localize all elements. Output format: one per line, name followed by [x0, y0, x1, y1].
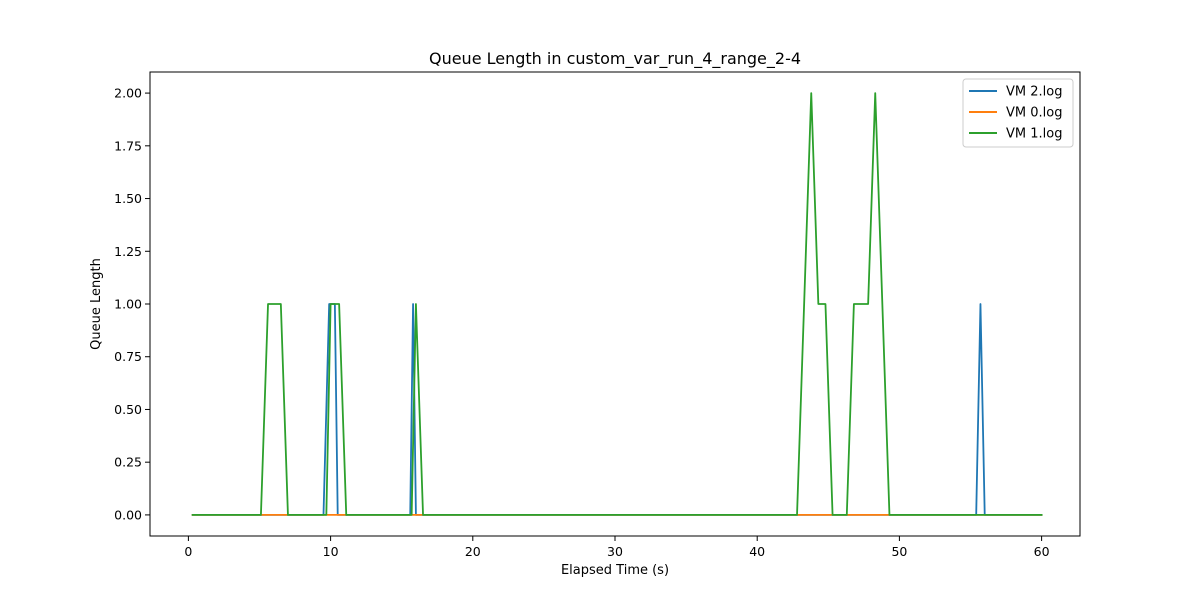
x-tick-label: 0: [184, 544, 192, 559]
x-tick-label: 10: [323, 544, 339, 559]
series-group: [191, 92, 1043, 516]
x-axis-ticks: 0 10 20 30 40 50 60: [184, 536, 1050, 559]
chart-title: Queue Length in custom_var_run_4_range_2…: [429, 49, 801, 69]
series-line-vm-2-log: [191, 303, 1043, 516]
y-tick-label: 0.75: [114, 349, 142, 364]
legend: VM 2.log VM 0.log VM 1.log: [962, 78, 1074, 148]
legend-box: [962, 78, 1074, 148]
x-tick-label: 60: [1034, 544, 1050, 559]
plot-area: [149, 71, 1081, 537]
x-tick-label: 30: [607, 544, 623, 559]
y-tick-label: 1.75: [114, 138, 142, 153]
x-tick-label: 40: [749, 544, 765, 559]
x-tick-label: 20: [465, 544, 481, 559]
x-tick-label: 50: [891, 544, 907, 559]
y-axis-ticks: 0.00 0.25 0.50 0.75 1.00 1.25 1.50 1.75 2.00: [114, 86, 150, 522]
y-tick-label: 0.00: [114, 507, 142, 522]
legend-label: VM 0.log: [1006, 106, 1062, 121]
plot-frame: [149, 71, 1081, 537]
y-tick-label: 1.00: [114, 297, 142, 312]
y-tick-label: 0.25: [114, 455, 142, 470]
series-line-vm-1-log: [191, 92, 1043, 516]
legend-label: VM 2.log: [1006, 85, 1062, 100]
y-axis-label: Queue Length: [89, 258, 104, 350]
y-tick-label: 2.00: [114, 86, 142, 101]
y-tick-label: 1.50: [114, 191, 142, 206]
y-tick-label: 1.25: [114, 244, 142, 259]
y-tick-label: 0.50: [114, 402, 142, 417]
legend-label: VM 1.log: [1006, 127, 1062, 142]
x-axis-label: Elapsed Time (s): [561, 563, 669, 578]
